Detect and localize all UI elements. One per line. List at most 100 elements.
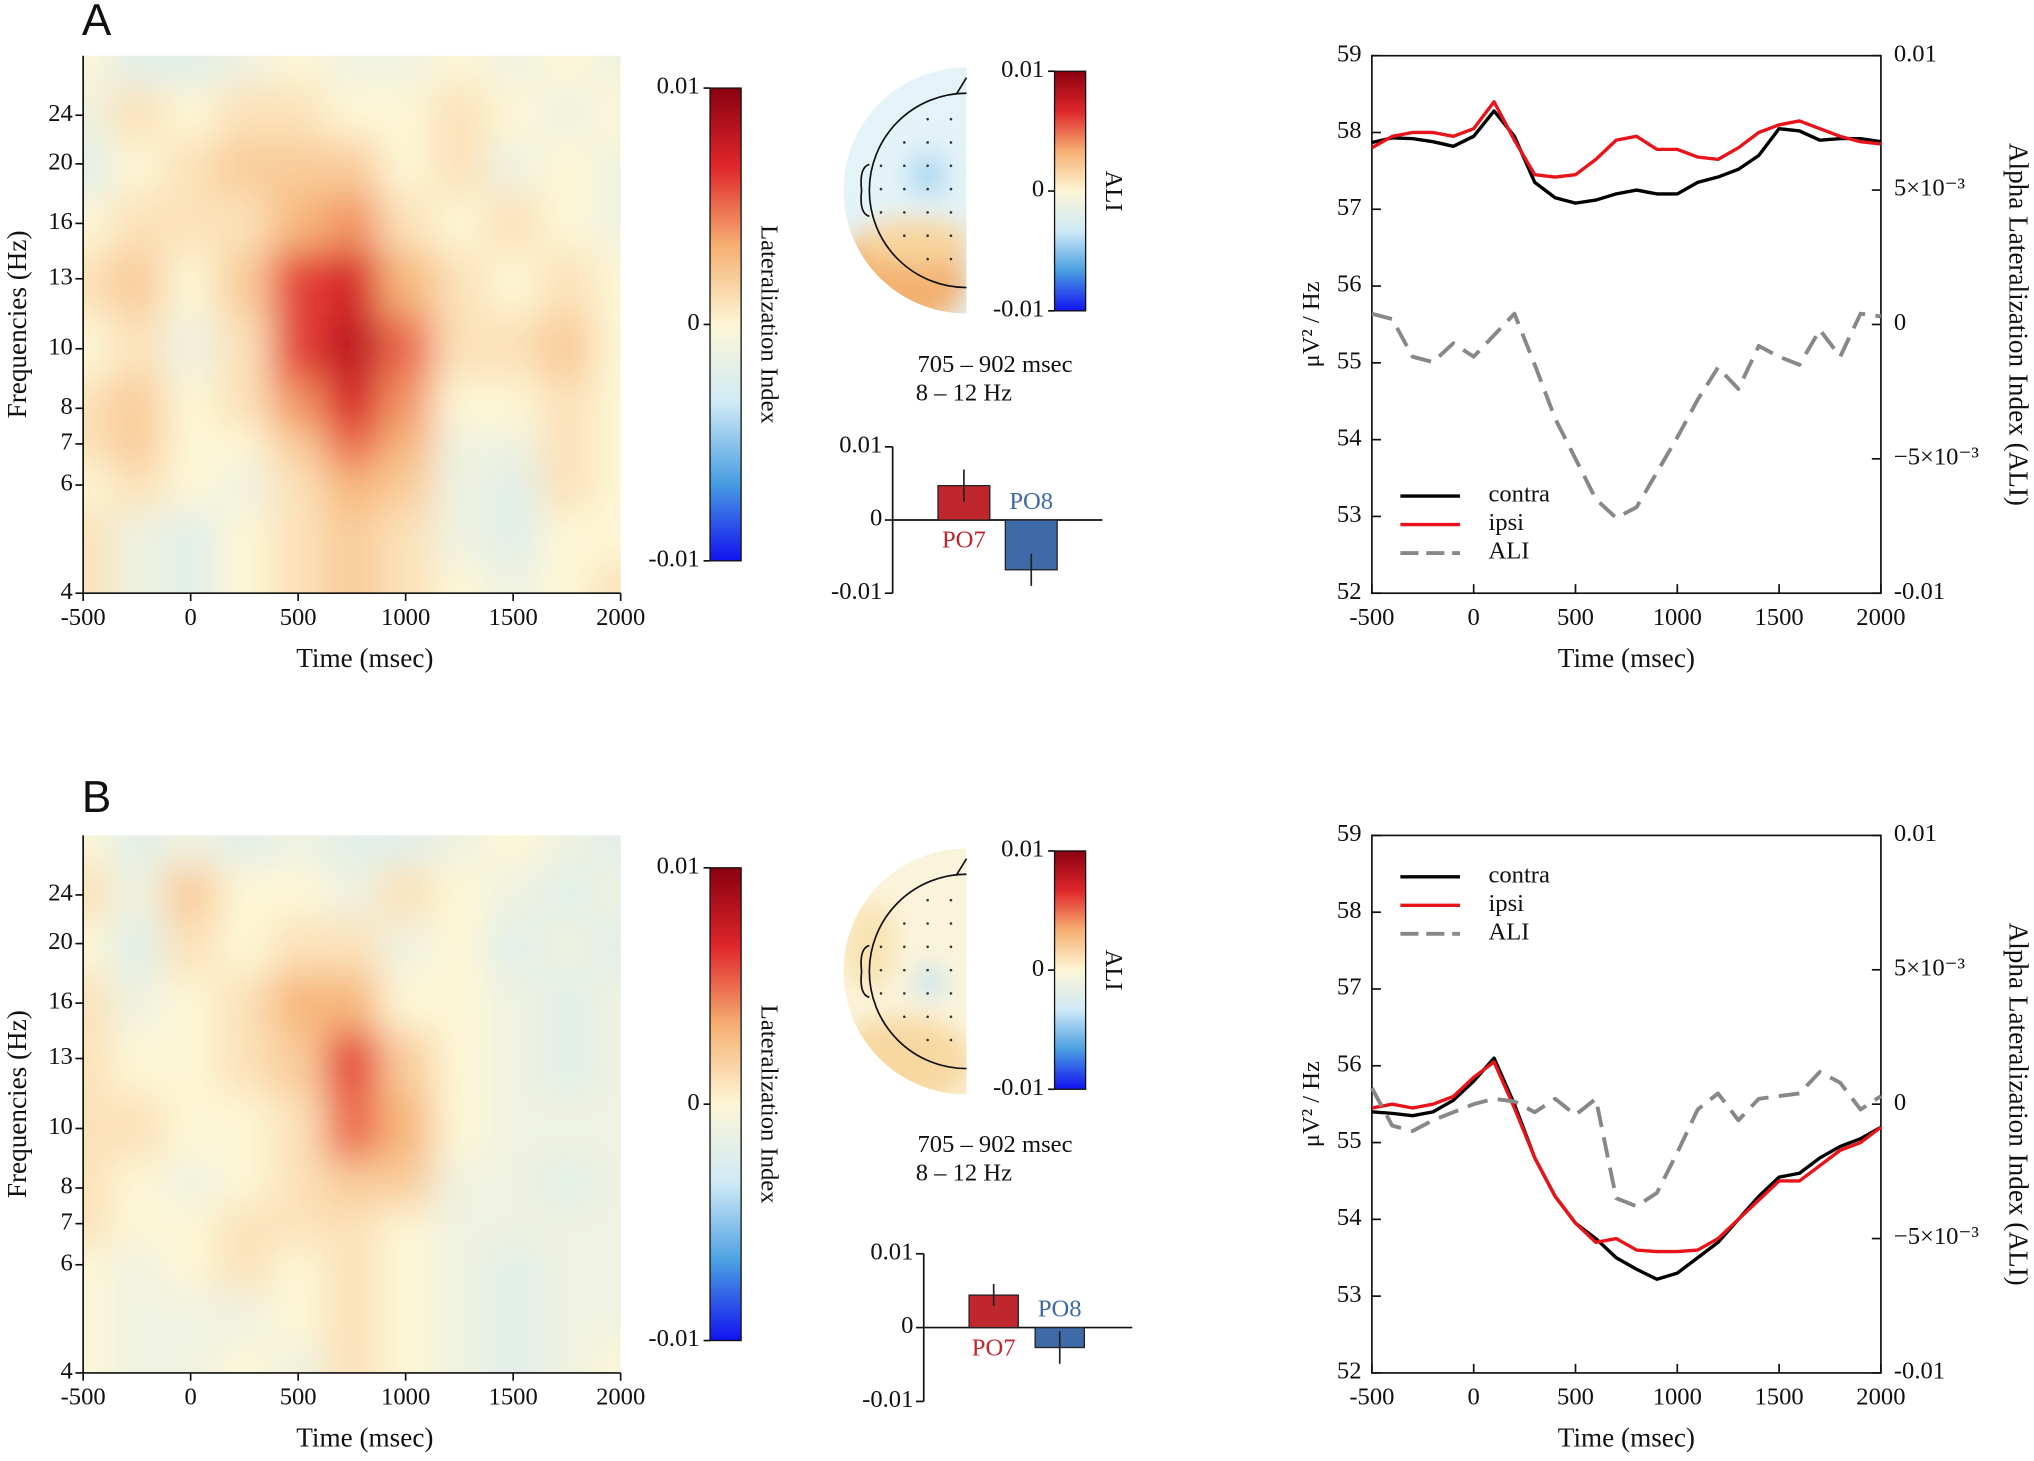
heatmap-cell bbox=[217, 426, 272, 466]
heatmap-cell bbox=[540, 865, 595, 920]
colorbar-label: ALI bbox=[1100, 950, 1127, 991]
colorbar-tick-label: -0.01 bbox=[648, 545, 699, 572]
heatmap-cell bbox=[486, 426, 541, 466]
heatmap-cell bbox=[540, 1244, 595, 1290]
heatmap-cell bbox=[271, 835, 326, 866]
y2-tick-label: 5×10⁻³ bbox=[1894, 954, 1965, 981]
colorbar-label: ALI bbox=[1100, 171, 1127, 212]
heatmap-cell bbox=[217, 251, 272, 315]
y-tick-label: 8 bbox=[60, 393, 72, 420]
x-tick-label: 2000 bbox=[596, 1383, 645, 1410]
y2-tick-label: 0.01 bbox=[1894, 40, 1937, 67]
legend-label: contra bbox=[1488, 481, 1550, 508]
colorbar-tick-label: 0.01 bbox=[1001, 836, 1044, 863]
heatmap-cell bbox=[593, 378, 621, 427]
heatmap-cell bbox=[325, 193, 380, 252]
heatmap-cell bbox=[432, 139, 487, 195]
heatmap-cell bbox=[110, 563, 165, 594]
heatmap-cell bbox=[540, 193, 595, 252]
heatmap-cell bbox=[378, 835, 434, 866]
heatmap-cell bbox=[325, 1289, 380, 1344]
heatmap-cell bbox=[110, 509, 165, 565]
heatmap-cell bbox=[378, 378, 434, 427]
heatmap-cell bbox=[486, 563, 541, 594]
electrode bbox=[879, 187, 883, 191]
heatmap-cell bbox=[325, 919, 380, 974]
heatmap-cell bbox=[593, 313, 621, 380]
heatmap-cell bbox=[432, 1205, 487, 1245]
heatmap-cell bbox=[110, 1158, 165, 1207]
heatmap-cell bbox=[271, 1244, 326, 1290]
heatmap-cell bbox=[163, 139, 219, 195]
heatmap-cell bbox=[83, 973, 111, 1032]
heatmap-cell bbox=[110, 1205, 165, 1245]
y-tick-label: 10 bbox=[48, 1113, 73, 1140]
heatmap-cell bbox=[271, 1343, 326, 1373]
x-tick-label: 2000 bbox=[596, 604, 645, 631]
heatmap-cell bbox=[540, 251, 595, 315]
heatmap-cell bbox=[83, 464, 111, 511]
heatmap-cell bbox=[110, 464, 165, 511]
y-tick-label: 57 bbox=[1337, 194, 1362, 221]
y-axis-label: Frequencies (Hz) bbox=[2, 1010, 32, 1198]
heatmap-cell bbox=[271, 313, 326, 380]
heatmap-cell bbox=[325, 509, 380, 565]
heatmap-cell bbox=[83, 426, 111, 466]
heatmap-cell bbox=[271, 1289, 326, 1344]
topo-title: 705 – 902 msec bbox=[917, 1131, 1072, 1158]
electrode bbox=[926, 234, 929, 238]
heatmap-cell bbox=[593, 865, 621, 920]
heatmap-cell bbox=[83, 865, 111, 920]
ear bbox=[860, 944, 870, 999]
heatmap-cell bbox=[83, 1289, 111, 1344]
heatmap-cell bbox=[432, 865, 487, 920]
y-tick-label: 0.01 bbox=[839, 431, 882, 458]
x-tick-label: 2000 bbox=[1856, 1383, 1905, 1410]
heatmap-cell bbox=[486, 865, 541, 920]
heatmap-cell bbox=[432, 1030, 487, 1095]
heatmap-cell bbox=[540, 1030, 595, 1095]
heatmap-cell bbox=[325, 1244, 380, 1290]
topo-blob bbox=[917, 966, 944, 998]
heatmap-cell bbox=[540, 464, 595, 511]
heatmap-cell bbox=[378, 919, 434, 974]
heatmap-cell bbox=[593, 426, 621, 466]
heatmap-cell bbox=[83, 919, 111, 974]
heatmap-cell bbox=[378, 193, 434, 252]
heatmap-cell bbox=[325, 1158, 380, 1207]
heatmap-cell bbox=[217, 1343, 272, 1373]
y-tick-label: 0.01 bbox=[870, 1238, 913, 1265]
heatmap-cell bbox=[110, 1343, 165, 1373]
colorbar bbox=[1053, 850, 1087, 1090]
electrode bbox=[903, 211, 906, 214]
electrode bbox=[926, 257, 929, 261]
x-tick-label: 1000 bbox=[381, 604, 430, 631]
heatmap-cell bbox=[217, 919, 272, 974]
heatmap-cell bbox=[217, 193, 272, 252]
heatmap-cell bbox=[217, 509, 272, 565]
electrode bbox=[949, 922, 953, 925]
heatmap-cell bbox=[325, 835, 380, 866]
heatmap-cell bbox=[163, 426, 219, 466]
heatmap-cell bbox=[217, 865, 272, 920]
heatmap-cell bbox=[163, 193, 219, 252]
heatmap-cell bbox=[271, 973, 326, 1032]
topo-blob bbox=[909, 154, 946, 196]
heatmap-cell bbox=[163, 85, 219, 141]
heatmap-cell bbox=[163, 973, 219, 1032]
series-line bbox=[1370, 1069, 1882, 1209]
heatmap-cell bbox=[271, 919, 326, 974]
y-tick-label: -0.01 bbox=[862, 1386, 913, 1413]
y-tick-label: 7 bbox=[60, 1208, 72, 1235]
heatmap-cell bbox=[593, 464, 621, 511]
heatmap-cell bbox=[378, 1158, 434, 1207]
heatmap-cell bbox=[163, 1289, 219, 1344]
heatmap-cell bbox=[163, 313, 219, 380]
colorbar-tick-label: 0 bbox=[1032, 955, 1044, 982]
electrode bbox=[879, 211, 883, 214]
heatmap-cell bbox=[540, 1343, 595, 1373]
heatmap-cell bbox=[432, 563, 487, 594]
heatmap-cell bbox=[163, 1244, 219, 1290]
y-tick-label: 20 bbox=[48, 928, 73, 955]
y-tick-label: 16 bbox=[48, 208, 73, 235]
